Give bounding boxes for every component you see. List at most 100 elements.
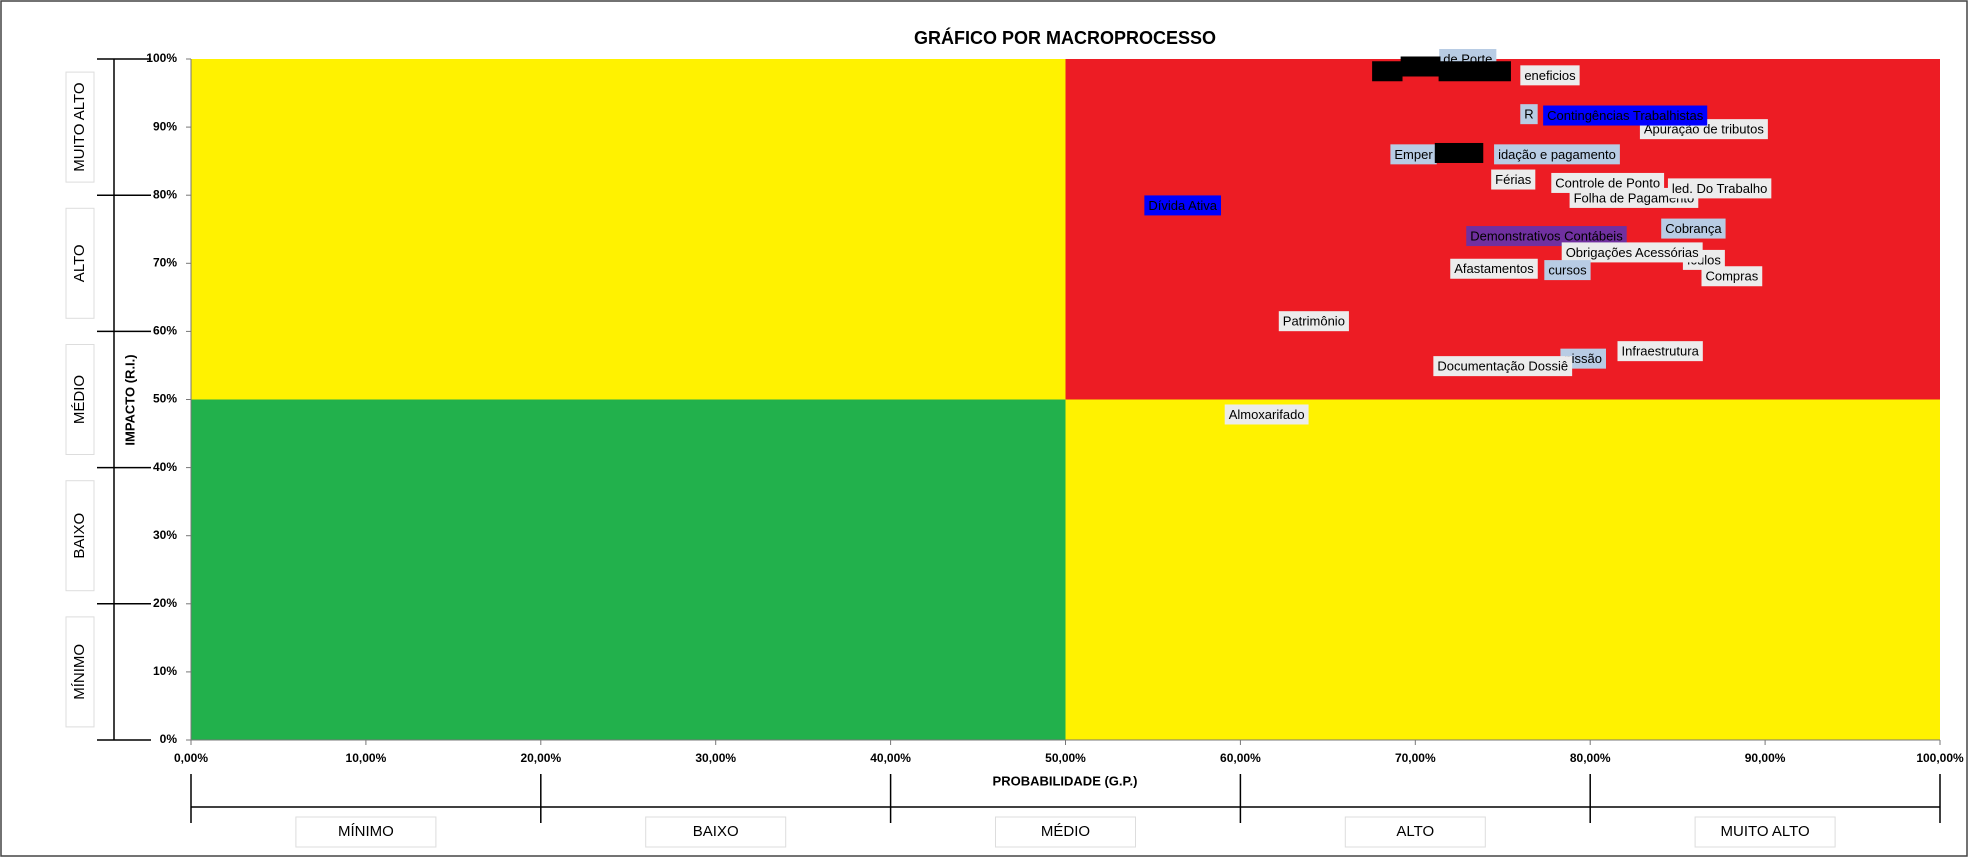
x-tick-label: 50,00% [1045,751,1086,765]
point-label-box [1561,242,1703,263]
point-label-box [1372,61,1403,82]
point-label: Afastamentos [1454,261,1534,276]
impact-level-box [65,616,95,728]
point-label-box [1390,144,1437,165]
point: Jeton [1400,56,1441,77]
probability-level-box [1344,816,1486,848]
impact-level-label: ALTO [71,244,88,282]
point-label-box [1450,258,1538,279]
point-label-box [1144,195,1222,216]
chart-title: GRÁFICO POR MACROPROCESSO [914,27,1216,48]
point: cursos [1544,260,1591,281]
x-tick-label: 40,00% [870,751,911,765]
y-tick-label: 40% [153,460,177,474]
point-label: Patrimônio [1283,314,1345,329]
point: eneficios [1520,65,1580,86]
point-label: Jeton [1405,59,1437,74]
point: Infraestrutura [1617,341,1703,362]
y-tick-label: 70% [153,255,177,269]
y-tick-label: 30% [153,528,177,542]
point-label: Aux [1376,64,1399,79]
point: Demonstrativos Contábeis [1466,226,1627,247]
point-label: R [1524,107,1533,122]
x-tick-label: 80,00% [1570,751,1611,765]
probability-level-box [295,816,437,848]
point-label: Almoxarifado [1229,407,1305,422]
point: Dívida Ativa [1144,195,1222,216]
point-label: nissão [1564,351,1602,366]
point-label-box [1667,178,1772,199]
y-tick-label: 90% [153,119,177,133]
point-label-box [1433,356,1573,377]
point-label: Cobrança [1665,221,1722,236]
y-tick-label: 80% [153,187,177,201]
point: Almoxarifado [1224,404,1309,425]
point-label: Emper [1394,147,1433,162]
point-label: Dívida Ativa [1148,198,1217,213]
point-label-box [1278,311,1349,332]
point: Cobrança [1661,218,1726,239]
probability-level-label: MÉDIO [1041,823,1090,840]
x-tick-label: 70,00% [1395,751,1436,765]
x-tick-label: 100,00% [1916,751,1964,765]
impact-level-label: MUITO ALTO [71,83,88,172]
point-label-box [1400,56,1441,77]
y-tick-label: 0% [160,732,178,746]
point-label-box [1544,260,1591,281]
point: R [1520,104,1538,125]
x-tick-label: 60,00% [1220,751,1261,765]
point-label: Infraestrutura [1621,344,1699,359]
point: Férias [1491,169,1536,190]
impact-level-label: BAIXO [71,513,88,559]
probability-level-label: ALTO [1396,823,1434,840]
risk-zone [1065,399,1940,740]
point-label: Contingências Trabalhistas [1547,108,1704,123]
x-tick-label: 20,00% [520,751,561,765]
point-label-box [1466,226,1627,247]
x-axis-label: PROBABILIDADE (G.P.) [993,773,1138,788]
point: Documentação Dossiê [1433,356,1573,377]
point-label-box [1661,218,1726,239]
probability-level-label: MUITO ALTO [1721,823,1810,840]
x-tick-label: 10,00% [346,751,387,765]
point: led. Do Trabalho [1667,178,1772,199]
point-label: Férias [1495,172,1532,187]
point: Afastamentos [1450,258,1538,279]
risk-zone [191,399,1066,740]
point-label: led. Do Trabalho [1672,181,1767,196]
x-tick-label: 30,00% [695,751,736,765]
impact-level-box [65,344,95,455]
point: Compras [1701,266,1763,287]
point-label-box [1494,144,1620,165]
point: Diárias [1434,142,1484,163]
point-label: eneficios [1524,68,1576,83]
point: resentação [1438,61,1511,82]
y-axis-label: IMPACTO (R.I.) [122,354,137,445]
y-tick-label: 100% [146,51,177,65]
point: Emper [1390,144,1437,165]
point-label-box [1224,404,1309,425]
point-label: Compras [1705,269,1758,284]
impact-level-box [65,71,95,183]
point-label: Obrigações Acessórias [1566,245,1699,260]
point-label: Folha de Pagamento [1574,190,1695,205]
point-label: idação e pagamento [1498,147,1616,162]
point: Obrigações Acessórias [1561,242,1703,263]
point-label-box [1520,65,1580,86]
x-tick-label: 0,00% [174,751,208,765]
x-tick-label: 90,00% [1745,751,1786,765]
point-label-box [1617,341,1703,362]
point-label: resentação [1443,64,1507,79]
probability-level-label: BAIXO [693,823,739,840]
point-label-box [1491,169,1536,190]
point: Aux [1372,61,1403,82]
point-label-box [1438,61,1511,82]
probability-level-box [995,816,1136,848]
point-label: Diárias [1439,145,1480,160]
point-label: cursos [1548,263,1587,278]
probability-level-label: MÍNIMO [338,823,394,840]
point-label: Demonstrativos Contábeis [1470,228,1623,243]
probability-level-box [645,816,787,848]
point: idação e pagamento [1494,144,1620,165]
